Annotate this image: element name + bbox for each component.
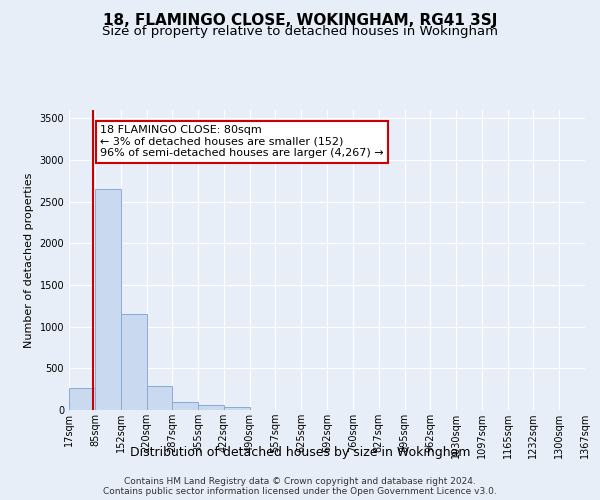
- Bar: [95, 189, 121, 410]
- Bar: [69, 388, 95, 410]
- Text: 18 FLAMINGO CLOSE: 80sqm
← 3% of detached houses are smaller (152)
96% of semi-d: 18 FLAMINGO CLOSE: 80sqm ← 3% of detache…: [100, 125, 383, 158]
- Text: Size of property relative to detached houses in Wokingham: Size of property relative to detached ho…: [102, 25, 498, 38]
- Y-axis label: Number of detached properties: Number of detached properties: [24, 172, 34, 348]
- Bar: [172, 402, 198, 410]
- Text: Contains public sector information licensed under the Open Government Licence v3: Contains public sector information licen…: [103, 486, 497, 496]
- Text: Contains HM Land Registry data © Crown copyright and database right 2024.: Contains HM Land Registry data © Crown c…: [124, 476, 476, 486]
- Bar: [146, 386, 172, 410]
- Bar: [224, 407, 250, 410]
- Text: Distribution of detached houses by size in Wokingham: Distribution of detached houses by size …: [130, 446, 470, 459]
- Bar: [121, 314, 146, 410]
- Bar: [198, 405, 224, 410]
- Text: 18, FLAMINGO CLOSE, WOKINGHAM, RG41 3SJ: 18, FLAMINGO CLOSE, WOKINGHAM, RG41 3SJ: [103, 12, 497, 28]
